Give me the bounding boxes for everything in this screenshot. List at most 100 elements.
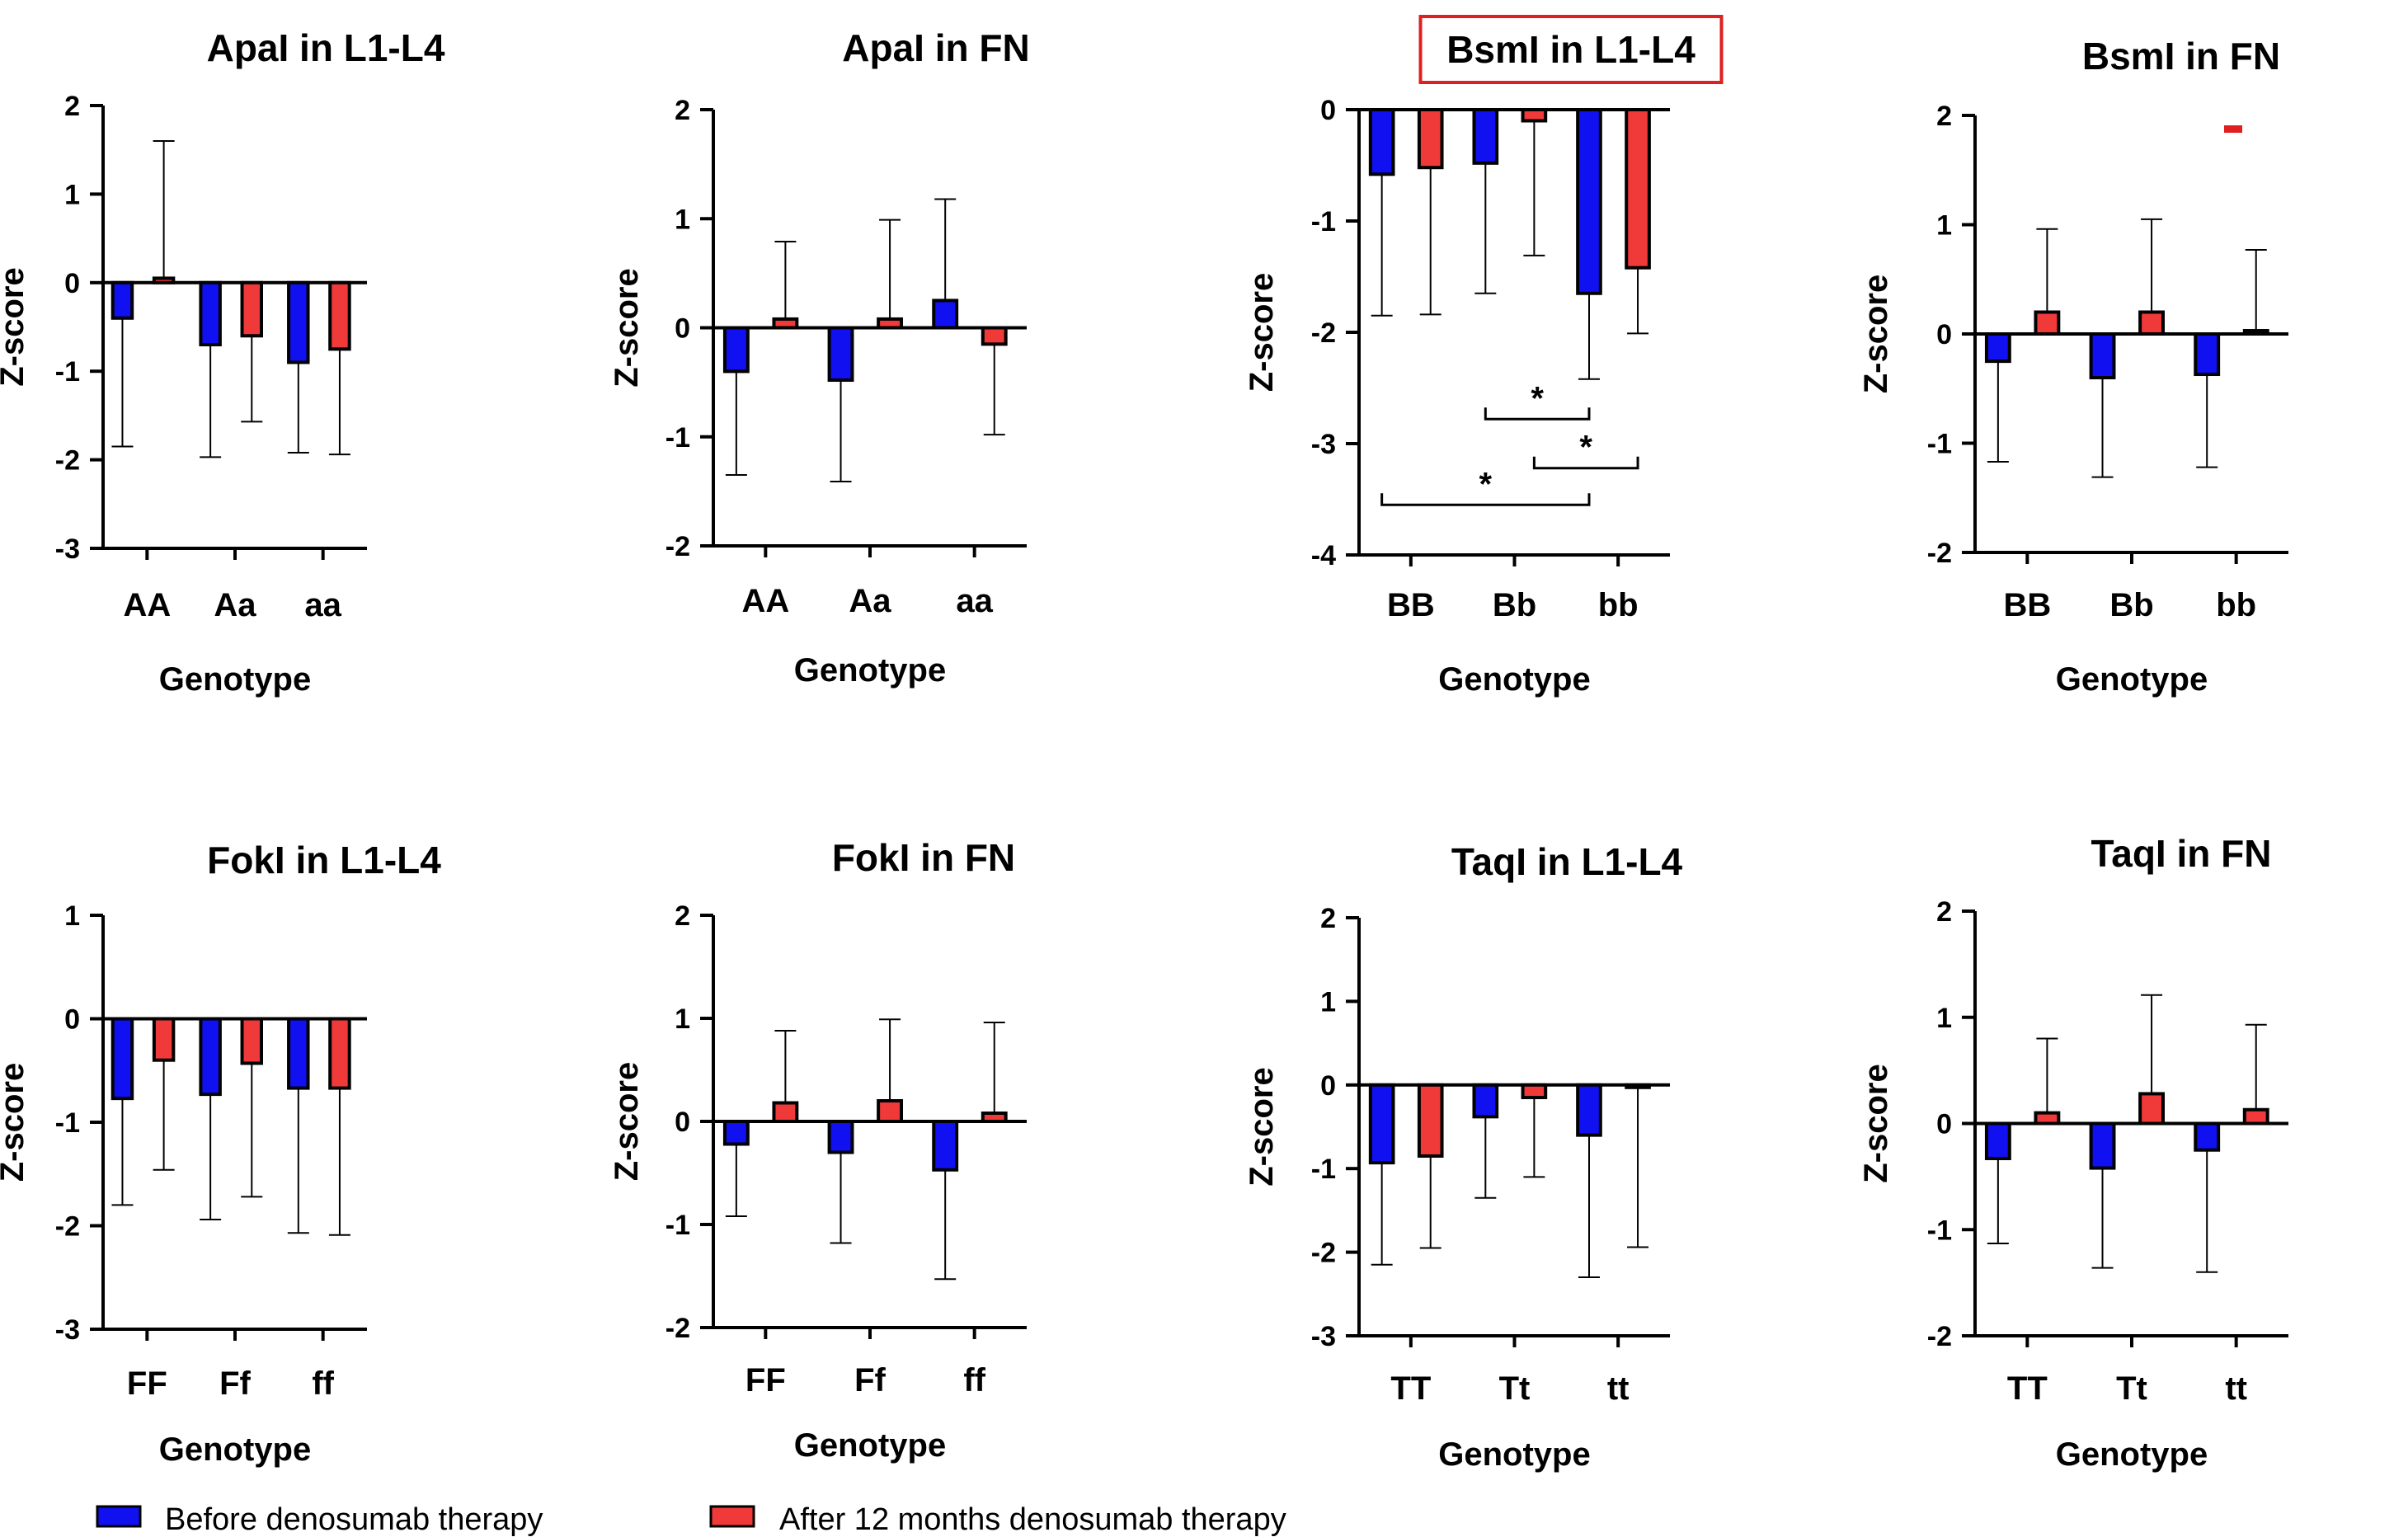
bar-after [772, 1101, 799, 1123]
x-tick-label: Ff [219, 1365, 251, 1402]
x-tick-label: bb [1598, 587, 1639, 623]
y-tick-label: 0 [64, 1004, 80, 1036]
y-tick-label: -1 [1927, 429, 1952, 460]
y-axis-label: Z-score [0, 1063, 31, 1182]
y-tick-label: 0 [1936, 1109, 1952, 1140]
bar-before [1368, 108, 1395, 176]
y-axis-label: Z-score [609, 268, 645, 388]
bar-before [2194, 332, 2221, 377]
bar-after [240, 1017, 263, 1065]
x-tick-label: TT [2007, 1370, 2048, 1407]
y-axis-label: Z-score [1244, 1067, 1280, 1187]
y-tick-label: -3 [55, 1314, 80, 1346]
x-tick-label: FF [745, 1362, 786, 1398]
x-tick-label: AA [741, 583, 789, 619]
bar-after [2034, 1111, 2061, 1126]
y-tick-label: 0 [675, 1107, 690, 1138]
y-axis-label: Z-score [1244, 273, 1280, 392]
x-tick-label: Tt [2116, 1370, 2147, 1407]
x-tick-label: tt [1607, 1370, 1630, 1407]
bar-after [981, 326, 1008, 346]
x-tick-label: TT [1390, 1370, 1431, 1407]
significance-star: * [1479, 466, 1493, 502]
x-axis-label: Genotype [1438, 1436, 1590, 1473]
chart-title: ApaI in L1-L4 [207, 26, 445, 69]
chart-panels: ApaI in L1-L4 2 1 0 -1 -2 -3 AA Aa aa Genotype Z-sc… [0, 15, 2288, 1473]
x-tick-label: Aa [214, 587, 256, 623]
significance-star: * [1579, 430, 1592, 466]
chart-title: FokI in L1-L4 [207, 839, 441, 881]
y-tick-label: 2 [64, 91, 80, 122]
title-highlight-box [1418, 15, 1724, 84]
chart-panel-1: ApaI in L1-L4 2 1 0 -1 -2 -3 AA Aa aa Genotype Z-sc… [0, 26, 445, 698]
bar-before [287, 1017, 310, 1090]
y-tick-label: -4 [1311, 540, 1336, 571]
x-axis-label: Genotype [2056, 1436, 2208, 1473]
legend-label-before: Before denosumab therapy [165, 1502, 543, 1537]
bar-after [240, 280, 263, 338]
y-tick-label: -2 [55, 1211, 80, 1243]
bar-after [1625, 108, 1651, 270]
x-tick-label: BB [2003, 587, 2051, 623]
bar-before [287, 280, 310, 364]
chart-panel-8: TaqI in FN 2 1 0 -1 -2 TT Tt tt Genotype Z-score [1858, 832, 2288, 1473]
bar-before [1472, 1083, 1499, 1119]
y-tick-label: 1 [1936, 210, 1952, 242]
bar-after [2242, 1107, 2269, 1126]
bar-after [328, 280, 351, 351]
bar-before [1576, 108, 1602, 295]
bar-before [2089, 1121, 2116, 1170]
x-tick-label: Tt [1499, 1370, 1531, 1407]
bar-before [111, 1017, 134, 1101]
y-tick-label: 1 [1936, 1003, 1952, 1034]
bar-before [1576, 1083, 1602, 1137]
y-tick-label: 1 [1320, 986, 1336, 1018]
y-tick-label: -1 [55, 1107, 80, 1139]
y-tick-label: -3 [1311, 1321, 1336, 1352]
x-axis-label: Genotype [794, 652, 946, 689]
y-axis-label: Z-score [0, 267, 31, 387]
bar-after [772, 317, 799, 330]
y-tick-label: -2 [1311, 317, 1336, 349]
y-tick-label: 2 [675, 900, 690, 932]
x-tick-label: Bb [2109, 587, 2153, 623]
bar-after [2034, 310, 2061, 336]
y-tick-label: -2 [1311, 1238, 1336, 1269]
chart-title: FokI in FN [832, 836, 1015, 879]
y-tick-label: 2 [675, 95, 690, 126]
bar-before [199, 280, 222, 346]
bar-before [1984, 1121, 2011, 1160]
y-tick-label: -3 [55, 533, 80, 565]
y-axis-label: Z-score [1858, 275, 1894, 394]
bar-before [827, 326, 854, 382]
bar-before [932, 1120, 959, 1172]
y-axis-label: Z-score [609, 1062, 645, 1182]
chart-title: ApaI in FN [842, 26, 1029, 69]
bar-after [1521, 1083, 1548, 1100]
significance-bracket [1484, 407, 1591, 421]
y-tick-label: -2 [665, 1313, 690, 1344]
legend-label-after: After 12 months denosumab therapy [779, 1502, 1286, 1537]
bar-after [877, 317, 903, 330]
x-tick-label: aa [956, 583, 993, 619]
bar-before [827, 1120, 854, 1154]
x-tick-label: aa [304, 587, 341, 623]
chart-panel-7: TaqI in L1-L4 2 1 0 -1 -2 -3 TT Tt tt Genotype Z-sc… [1244, 840, 1683, 1473]
chart-title: BsmI in L1-L4 [1446, 28, 1695, 71]
y-tick-label: -1 [55, 356, 80, 388]
bar-before [722, 326, 750, 374]
x-tick-label: bb [2216, 587, 2256, 623]
y-tick-label: -3 [1311, 429, 1336, 460]
chart-panel-4: BsmI in FN 2 1 0 -1 -2 BB Bb bb Genotype Z-score [1858, 35, 2288, 698]
chart-title: TaqI in FN [2091, 832, 2272, 875]
y-tick-label: -1 [665, 422, 690, 454]
y-tick-label: 0 [1936, 319, 1952, 350]
legend-swatch-before [96, 1505, 142, 1528]
bar-after [1521, 108, 1548, 123]
y-tick-label: -1 [665, 1210, 690, 1241]
x-axis-label: Genotype [159, 661, 311, 698]
y-tick-label: 0 [1320, 95, 1336, 126]
y-tick-label: 0 [1320, 1070, 1336, 1102]
